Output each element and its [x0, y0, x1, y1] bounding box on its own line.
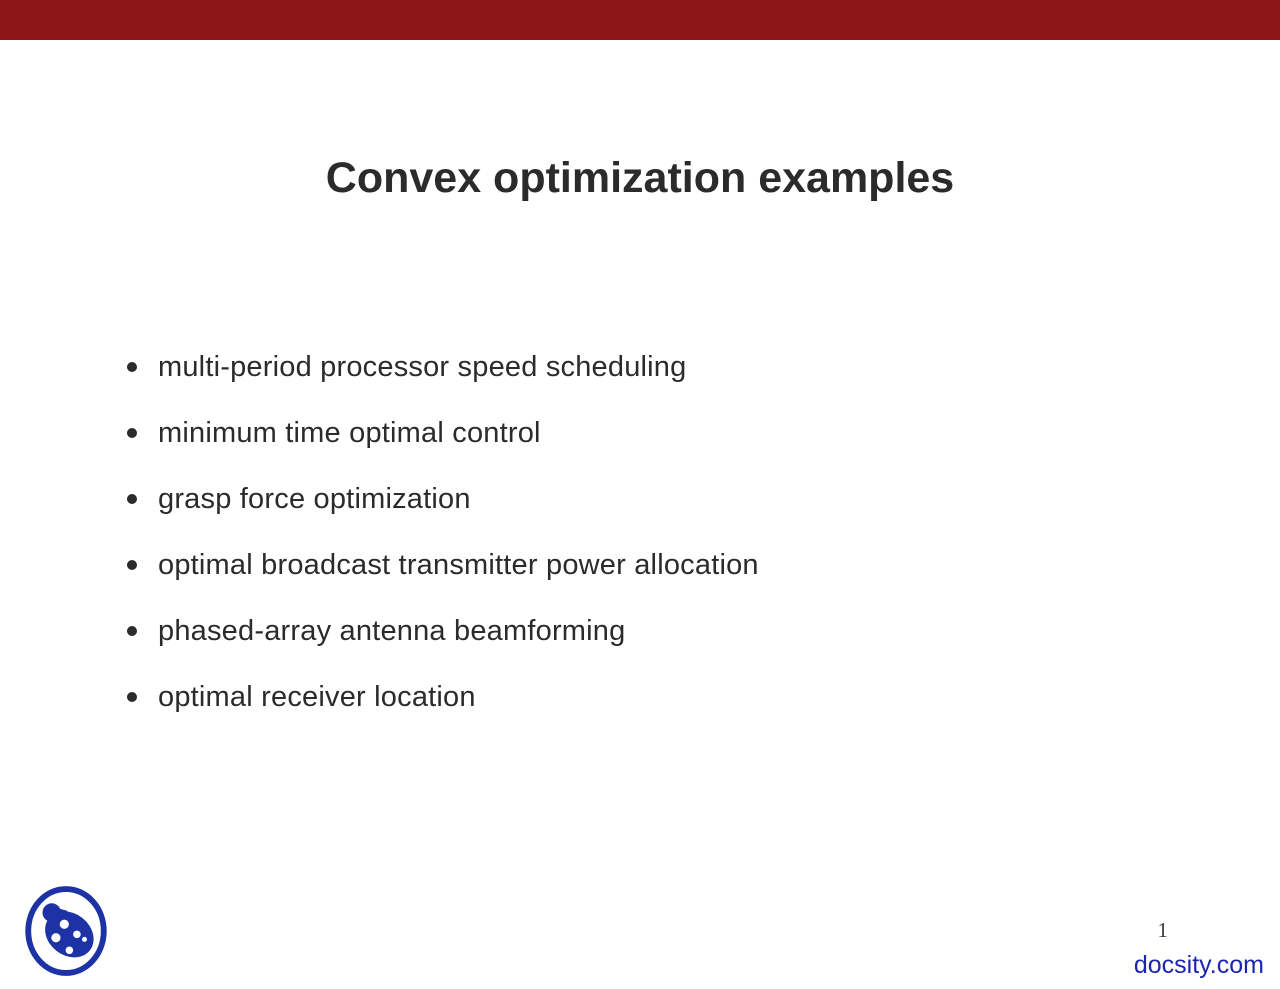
list-item-text: optimal broadcast transmitter power allo… [158, 549, 759, 581]
list-item: multi-period processor speed scheduling [127, 352, 1027, 382]
list-item-text: grasp force optimization [158, 483, 471, 515]
list-item: phased-array antenna beamforming [127, 616, 1027, 646]
bullet-list: multi-period processor speed scheduling … [127, 352, 1027, 748]
list-item-text: multi-period processor speed scheduling [158, 351, 687, 383]
docsity-link[interactable]: docsity.com [1133, 951, 1264, 979]
list-item: optimal broadcast transmitter power allo… [127, 550, 1027, 580]
list-item: optimal receiver location [127, 682, 1027, 712]
list-item: minimum time optimal control [127, 418, 1027, 448]
bullet-icon [127, 362, 137, 372]
list-item-text: minimum time optimal control [158, 417, 541, 449]
bullet-icon [127, 494, 137, 504]
list-item: grasp force optimization [127, 484, 1027, 514]
bullet-icon [127, 560, 137, 570]
bullet-icon [127, 626, 137, 636]
page-title: Convex optimization examples [325, 154, 955, 202]
bullet-icon [127, 428, 137, 438]
bullet-icon [127, 692, 137, 702]
top-banner [0, 0, 1280, 40]
list-item-text: phased-array antenna beamforming [158, 615, 626, 647]
docsity-logo-icon [24, 884, 108, 978]
page-number: 1 [1157, 918, 1169, 942]
list-item-text: optimal receiver location [158, 681, 476, 713]
